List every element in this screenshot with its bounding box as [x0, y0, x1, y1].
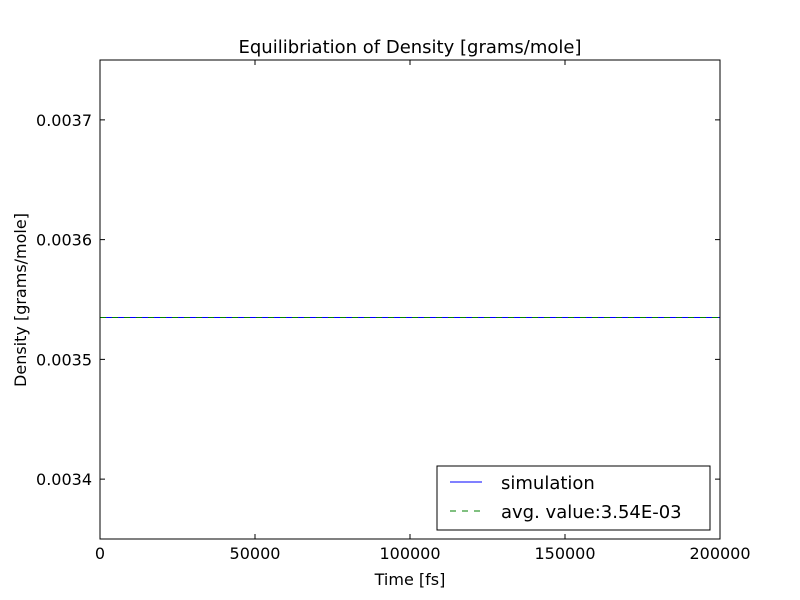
x-tick-label: 150000	[534, 544, 595, 563]
chart-title: Equilibriation of Density [grams/mole]	[239, 37, 582, 58]
x-axis-label: Time [fs]	[374, 570, 446, 589]
y-tick-label: 0.0035	[36, 350, 92, 369]
x-axis: 0 50000 100000 150000 200000	[95, 60, 751, 563]
legend-label-avg-value: avg. value:3.54E-03	[501, 502, 682, 523]
legend: simulation avg. value:3.54E-03	[436, 465, 711, 531]
y-axis: 0.0034 0.0035 0.0036 0.0037	[36, 111, 720, 489]
x-tick-label: 100000	[379, 544, 440, 563]
x-tick-label: 0	[95, 544, 105, 563]
x-tick-label: 50000	[230, 544, 281, 563]
x-tick-label: 200000	[689, 544, 750, 563]
y-tick-label: 0.0037	[36, 111, 92, 130]
y-tick-label: 0.0036	[36, 231, 92, 250]
y-axis-label: Density [grams/mole]	[11, 213, 30, 387]
legend-label-simulation: simulation	[501, 473, 595, 494]
legend-box	[436, 465, 711, 531]
y-tick-label: 0.0034	[36, 470, 92, 489]
